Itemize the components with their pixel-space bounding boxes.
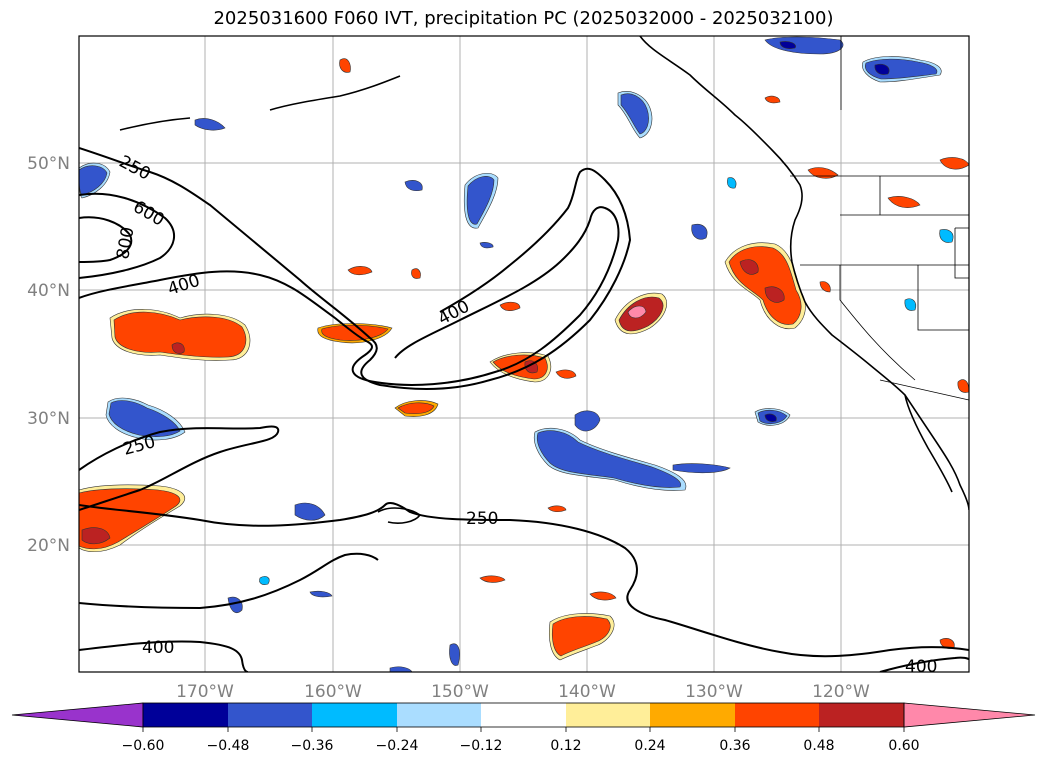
- contour-label-250-center: 250: [466, 509, 498, 529]
- colorbar-max-extend: [903, 702, 1036, 728]
- lon-label-120w: 120°W: [812, 682, 870, 702]
- contour-label-400-se: 400: [905, 657, 937, 677]
- colorbar-tick-1: −0.60: [122, 738, 165, 754]
- colorbar-tick-8: 0.36: [719, 738, 750, 754]
- colorbar-tick-10: 0.60: [888, 738, 919, 754]
- colorbar: −0.60 −0.48 −0.36 −0.24 −0.12 0.12 0.24 …: [11, 702, 1036, 754]
- longitude-labels: 170°W 160°W 150°W 140°W 130°W 120°W: [176, 682, 870, 702]
- colorbar-bin-7: [650, 703, 735, 727]
- contour-250-lower: [79, 502, 969, 658]
- political-borders: [790, 36, 969, 401]
- lat-label-20n: 20°N: [27, 536, 70, 556]
- contour-250-south: [79, 425, 280, 511]
- contour-400-bottom: [79, 640, 249, 672]
- lon-label-150w: 150°W: [431, 682, 489, 702]
- lat-label-30n: 30°N: [27, 409, 70, 429]
- contour-800: [79, 216, 133, 263]
- map-frame: [78, 35, 970, 673]
- latitude-labels: 50°N 40°N 30°N 20°N: [27, 154, 70, 556]
- gridlines: [79, 36, 969, 672]
- contour-250-north: [79, 147, 632, 390]
- colorbar-bin-8: [735, 703, 819, 727]
- colorbar-tick-3: −0.36: [291, 738, 334, 754]
- ivt-contours: [79, 147, 969, 672]
- colorbar-bin-9: [819, 703, 904, 727]
- lat-label-40n: 40°N: [27, 281, 70, 301]
- colorbar-tick-6: 0.12: [550, 738, 581, 754]
- colorbar-tick-7: 0.24: [634, 738, 665, 754]
- lat-label-50n: 50°N: [27, 154, 70, 174]
- negative-anomaly-regions: [79, 36, 954, 672]
- colorbar-tick-5: −0.12: [460, 738, 503, 754]
- colorbar-bin-1: [143, 703, 228, 727]
- colorbar-bin-2: [228, 703, 312, 727]
- colorbar-bin-3: [312, 703, 397, 727]
- lon-label-160w: 160°W: [304, 682, 362, 702]
- colorbar-bin-4: [397, 703, 481, 727]
- colorbar-tick-9: 0.48: [803, 738, 834, 754]
- contour-600: [79, 192, 175, 279]
- figure-title: 2025031600 F060 IVT, precipitation PC (2…: [213, 8, 834, 29]
- contour-400-se: [879, 656, 969, 672]
- colorbar-tick-4: −0.24: [376, 738, 419, 754]
- colorbar-min-extend: [11, 702, 144, 728]
- lon-label-130w: 130°W: [685, 682, 743, 702]
- lon-label-140w: 140°W: [558, 682, 616, 702]
- colorbar-bin-6: [566, 703, 650, 727]
- contour-label-400-south: 400: [142, 638, 174, 658]
- lon-label-170w: 170°W: [176, 682, 234, 702]
- colorbar-bin-5: [481, 703, 566, 727]
- colorbar-tick-2: −0.48: [207, 738, 250, 754]
- contour-400-lower: [79, 552, 379, 610]
- contour-400-inner: [79, 206, 620, 386]
